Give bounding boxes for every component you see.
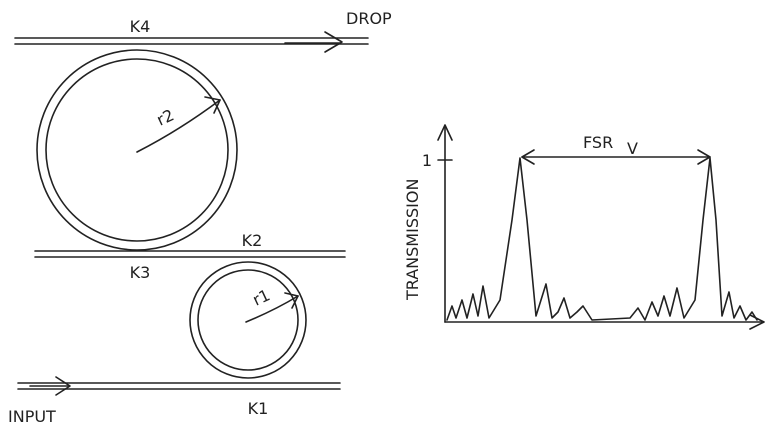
coupler-label: K2 xyxy=(242,231,263,250)
y-tick-label: 1 xyxy=(422,151,432,170)
plot-axes xyxy=(437,124,765,330)
radius-label: r2 xyxy=(154,105,177,129)
port-label: INPUT xyxy=(8,407,56,426)
coupler-label: K1 xyxy=(248,399,269,418)
coupler-label: K3 xyxy=(130,263,151,282)
ring-large xyxy=(36,49,238,251)
axis-label: TRANSMISSION xyxy=(403,179,422,301)
coupler-label: K4 xyxy=(130,17,151,36)
fsr-subscript: V xyxy=(627,139,638,158)
port-label: DROP xyxy=(346,9,392,28)
fsr-label: FSR xyxy=(583,133,613,152)
fsr-arrow xyxy=(521,149,711,165)
coupling-waveguide xyxy=(34,250,346,258)
radius-label: r1 xyxy=(250,285,273,309)
drop-waveguide xyxy=(14,31,369,53)
ring-small xyxy=(189,261,307,379)
input-waveguide xyxy=(17,376,341,396)
transmission-curve xyxy=(446,157,758,321)
